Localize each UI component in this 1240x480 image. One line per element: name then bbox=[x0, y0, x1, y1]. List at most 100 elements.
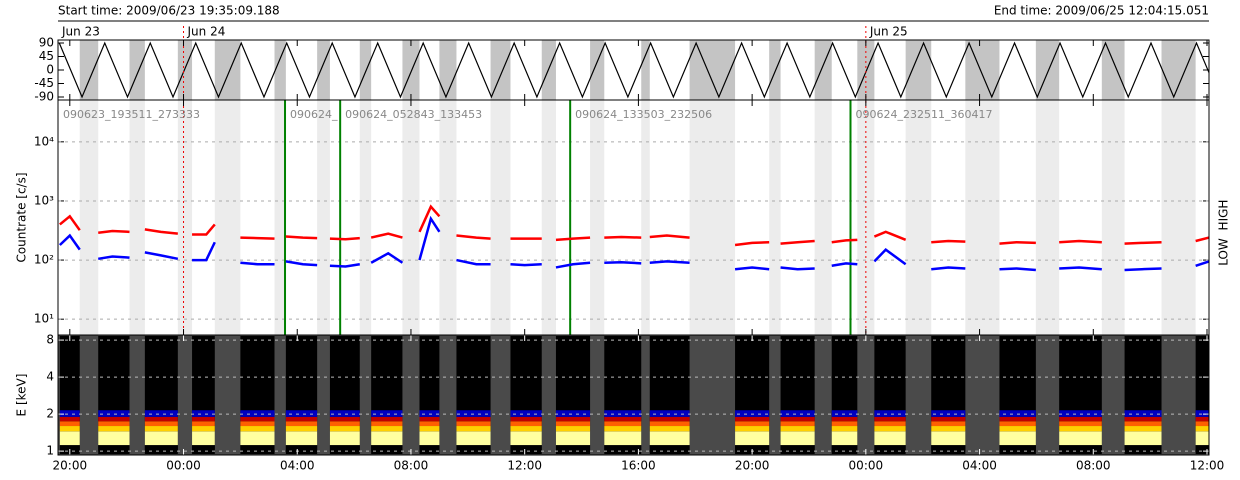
spectrum-band bbox=[780, 426, 815, 432]
spectrum-band bbox=[649, 416, 690, 422]
x-tick-label: 00:00 bbox=[166, 459, 201, 473]
x-tick-label: 20:00 bbox=[735, 459, 770, 473]
spectrum-band bbox=[285, 416, 318, 422]
spectrum-band bbox=[456, 426, 491, 432]
y-axis-label: Countrate [c/s] bbox=[15, 172, 29, 262]
y-tick-label: 90 bbox=[39, 36, 54, 50]
x-tick-label: 00:00 bbox=[849, 459, 884, 473]
spectrum-band bbox=[1195, 426, 1209, 432]
spectrum-band bbox=[999, 431, 1036, 446]
day-label: Jun 23 bbox=[61, 25, 100, 39]
spectrum-band bbox=[1059, 445, 1102, 452]
spectrum-band bbox=[456, 416, 491, 422]
spectrum-band bbox=[931, 410, 966, 417]
spectrum-band bbox=[931, 431, 966, 446]
y-tick-label: -45 bbox=[34, 76, 54, 90]
spectrum-band bbox=[285, 410, 318, 417]
spectrum-band bbox=[419, 421, 440, 427]
spectrum-band bbox=[144, 445, 178, 452]
spectrum-band bbox=[649, 426, 690, 432]
spectrum-band bbox=[240, 416, 275, 422]
spectrum-band bbox=[1059, 416, 1102, 422]
spectrum-band bbox=[1059, 421, 1102, 427]
spectrum-band bbox=[371, 416, 403, 422]
spectrum-band bbox=[1059, 431, 1102, 446]
spectrum-band bbox=[999, 421, 1036, 427]
spectrum-band bbox=[98, 431, 130, 446]
x-tick-label: 20:00 bbox=[53, 459, 88, 473]
spectrum-band bbox=[192, 426, 215, 432]
spectrum-band bbox=[555, 445, 591, 452]
spectrum-band bbox=[1195, 421, 1209, 427]
spectrum-band bbox=[1059, 410, 1102, 417]
y-tick-label: 2 bbox=[46, 407, 54, 421]
gap-shade bbox=[689, 40, 736, 100]
spectrum-band bbox=[192, 431, 215, 446]
gap-shade bbox=[129, 100, 145, 335]
gap-shade bbox=[905, 40, 932, 100]
spectrum-band bbox=[329, 426, 360, 432]
gap-shade bbox=[317, 100, 330, 335]
spectrum-band bbox=[98, 421, 130, 427]
spectrum-band bbox=[649, 431, 690, 446]
panel-frame bbox=[57, 334, 1210, 456]
spectrum-band bbox=[874, 416, 906, 422]
gap-shade bbox=[274, 100, 286, 335]
gap-shade bbox=[79, 100, 99, 335]
spectrum-band bbox=[192, 410, 215, 417]
spectrum-band bbox=[144, 421, 178, 427]
spectrum-band bbox=[510, 421, 542, 427]
spectrum-band bbox=[555, 426, 591, 432]
spectrum-band bbox=[240, 421, 275, 427]
spectrum-band bbox=[931, 445, 966, 452]
file-label: 090624_ bbox=[290, 108, 338, 121]
spectrum-band bbox=[874, 431, 906, 446]
spectrum-band bbox=[555, 416, 591, 422]
gap-shade bbox=[814, 100, 832, 335]
end-time: End time: 2009/06/25 12:04:15.051 bbox=[994, 4, 1209, 18]
spectrum-band bbox=[419, 410, 440, 417]
y-tick-label: 45 bbox=[39, 49, 54, 63]
spectrum-band bbox=[329, 431, 360, 446]
spectrum-band bbox=[831, 410, 858, 417]
y-tick-label: 4 bbox=[46, 370, 54, 384]
gap-shade bbox=[769, 40, 781, 100]
spectrum-band bbox=[144, 416, 178, 422]
spectrum-band bbox=[98, 445, 130, 452]
spectrum-band bbox=[831, 421, 858, 427]
file-label: 090624_052843_133453 bbox=[345, 108, 482, 121]
spectrum-band bbox=[419, 431, 440, 446]
rate-line bbox=[59, 204, 1210, 247]
spectrum-band bbox=[510, 445, 542, 452]
spectrum-band bbox=[510, 426, 542, 432]
spectrum-band bbox=[59, 421, 80, 427]
gap-shade bbox=[359, 40, 372, 100]
spectrum-band bbox=[735, 410, 770, 417]
spectrum-band bbox=[780, 421, 815, 427]
spectrum-band bbox=[59, 445, 80, 452]
y-tick-label: 10² bbox=[34, 253, 54, 267]
spectrum-band bbox=[456, 445, 491, 452]
gap-shade bbox=[1161, 100, 1196, 335]
y-axis-label: E [keV] bbox=[15, 374, 29, 417]
spectrum-band bbox=[735, 416, 770, 422]
gap-shade bbox=[641, 100, 650, 335]
spectrum-band bbox=[735, 431, 770, 446]
spectrum-band bbox=[285, 421, 318, 427]
spectrum-band bbox=[456, 421, 491, 427]
spectrum-band bbox=[59, 410, 80, 417]
spectrum-band bbox=[1195, 416, 1209, 422]
spectrum-band bbox=[999, 445, 1036, 452]
y-tick-label: 0 bbox=[46, 63, 54, 77]
spectrum-band bbox=[98, 416, 130, 422]
spectrum-band bbox=[285, 431, 318, 446]
spectrum-band bbox=[604, 445, 642, 452]
spectrum-band bbox=[98, 410, 130, 417]
spectrum-band bbox=[329, 416, 360, 422]
file-label: 090624_232511_360417 bbox=[855, 108, 992, 121]
spectrum-band bbox=[1059, 426, 1102, 432]
x-tick-label: 08:00 bbox=[1076, 459, 1111, 473]
spectrum-band bbox=[735, 421, 770, 427]
spectrum-band bbox=[999, 426, 1036, 432]
